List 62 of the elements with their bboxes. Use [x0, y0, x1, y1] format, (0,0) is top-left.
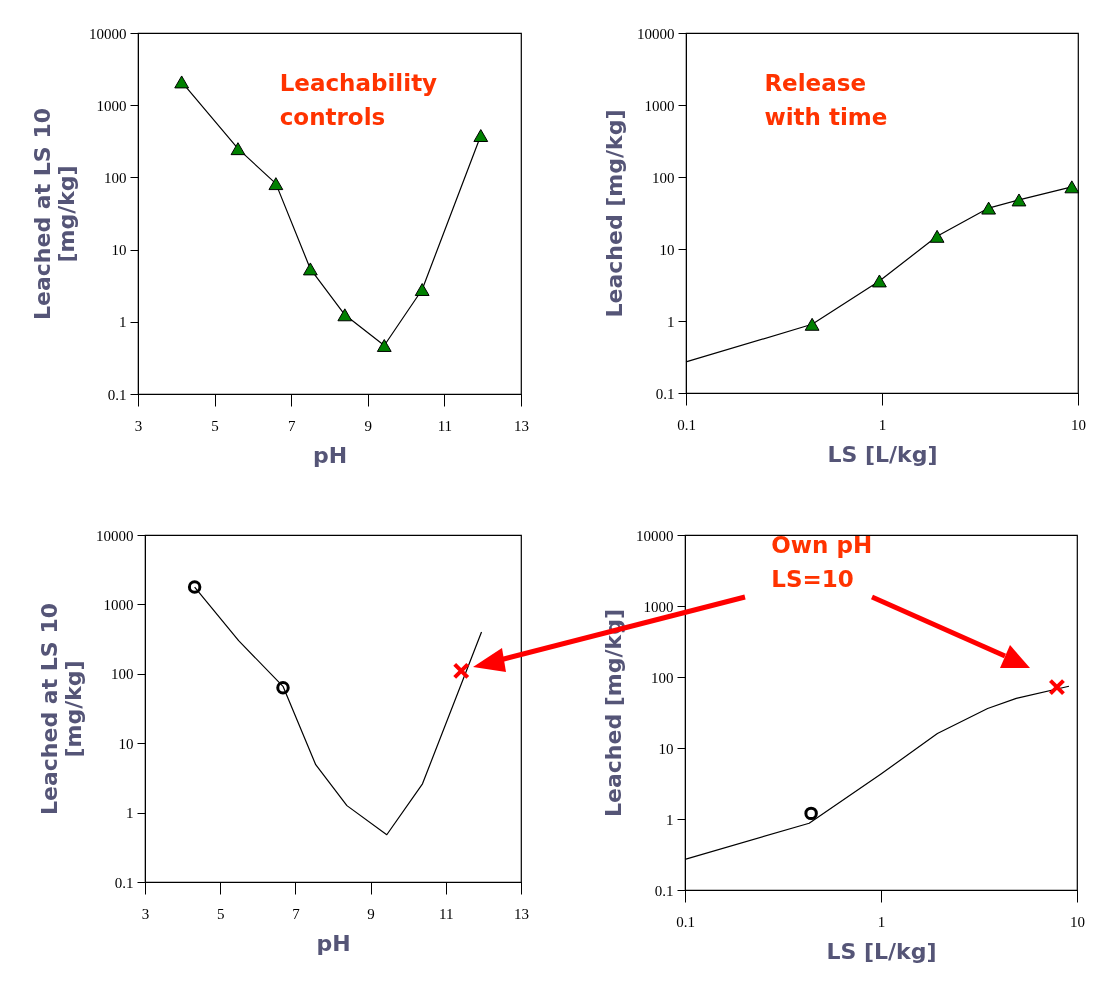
x-tick-label: 9 — [364, 417, 373, 434]
y-tick-label: 1 — [666, 811, 674, 828]
x-axis-title: LS [L/kg] — [827, 441, 938, 467]
annotation: Own pH LS=10 — [771, 532, 873, 592]
point — [174, 75, 190, 89]
y-tick-label: 10000 — [636, 527, 674, 544]
y-tick-label: 0.1 — [107, 386, 127, 403]
y-tick-label: 10 — [659, 241, 675, 258]
x-tick-label: 13 — [514, 905, 529, 922]
y-tick-label: 0.1 — [655, 385, 675, 402]
y-tick-label: 0.1 — [114, 874, 134, 891]
x-tick-label: 3 — [141, 905, 150, 922]
y-tick-label: 1 — [126, 805, 134, 822]
x-tick-label: 10 — [1071, 416, 1086, 433]
x-tick-label: 5 — [211, 417, 219, 434]
y-tick-label: 1000 — [96, 97, 127, 114]
y-tick-label: 100 — [111, 666, 134, 683]
y-axis-title: Leached at LS 10 [mg/kg] — [37, 603, 86, 815]
x-tick-label: 10 — [1070, 913, 1085, 930]
point — [452, 662, 470, 680]
x-tick-label: 7 — [292, 905, 301, 922]
y-tick-label: 10 — [658, 740, 674, 757]
x-tick-label: 0.1 — [677, 416, 696, 433]
y-tick-label: 1000 — [103, 596, 134, 613]
x-tick-label: 11 — [437, 417, 453, 434]
y-tick-label: 1 — [119, 314, 127, 331]
annotation: Release with time — [764, 70, 888, 130]
x-tick-label: 9 — [367, 905, 375, 922]
x-axis-title: pH — [316, 930, 351, 956]
point — [376, 339, 392, 352]
point — [276, 680, 290, 695]
y-tick-label: 10000 — [637, 25, 675, 42]
y-tick-label: 100 — [104, 169, 127, 186]
y-tick-label: 10 — [118, 735, 134, 752]
x-tick-label: 1 — [877, 913, 886, 930]
x-tick-label: 5 — [216, 905, 225, 922]
annotation: Leachability controls — [279, 70, 438, 130]
y-tick-label: 100 — [651, 669, 674, 686]
x-tick-label: 7 — [287, 417, 296, 434]
y-axis-title: Leached at LS 10 [mg/kg] — [30, 108, 79, 320]
point — [302, 262, 318, 276]
x-tick-label: 13 — [514, 417, 529, 434]
point — [337, 308, 353, 322]
y-tick-label: 1000 — [644, 97, 675, 114]
x-tick-label: 1 — [878, 416, 887, 433]
y-tick-label: 100 — [652, 169, 675, 186]
point — [473, 129, 489, 143]
point — [230, 142, 246, 156]
y-tick-label: 10000 — [89, 25, 127, 42]
x-tick-label: 11 — [439, 905, 454, 922]
y-tick-label: 0.1 — [654, 882, 674, 899]
point — [414, 283, 430, 296]
y-tick-label: 10 — [111, 242, 127, 259]
y-tick-label: 10000 — [96, 527, 134, 544]
point — [268, 177, 284, 191]
point — [187, 580, 202, 594]
x-tick-label: 3 — [134, 417, 143, 434]
y-tick-label: 1000 — [643, 598, 674, 615]
x-axis-title: pH — [312, 442, 348, 468]
x-axis-title: LS [L/kg] — [826, 938, 937, 964]
y-axis-title: Leached [mg/kg] — [602, 109, 627, 318]
y-tick-label: 1 — [667, 313, 675, 330]
